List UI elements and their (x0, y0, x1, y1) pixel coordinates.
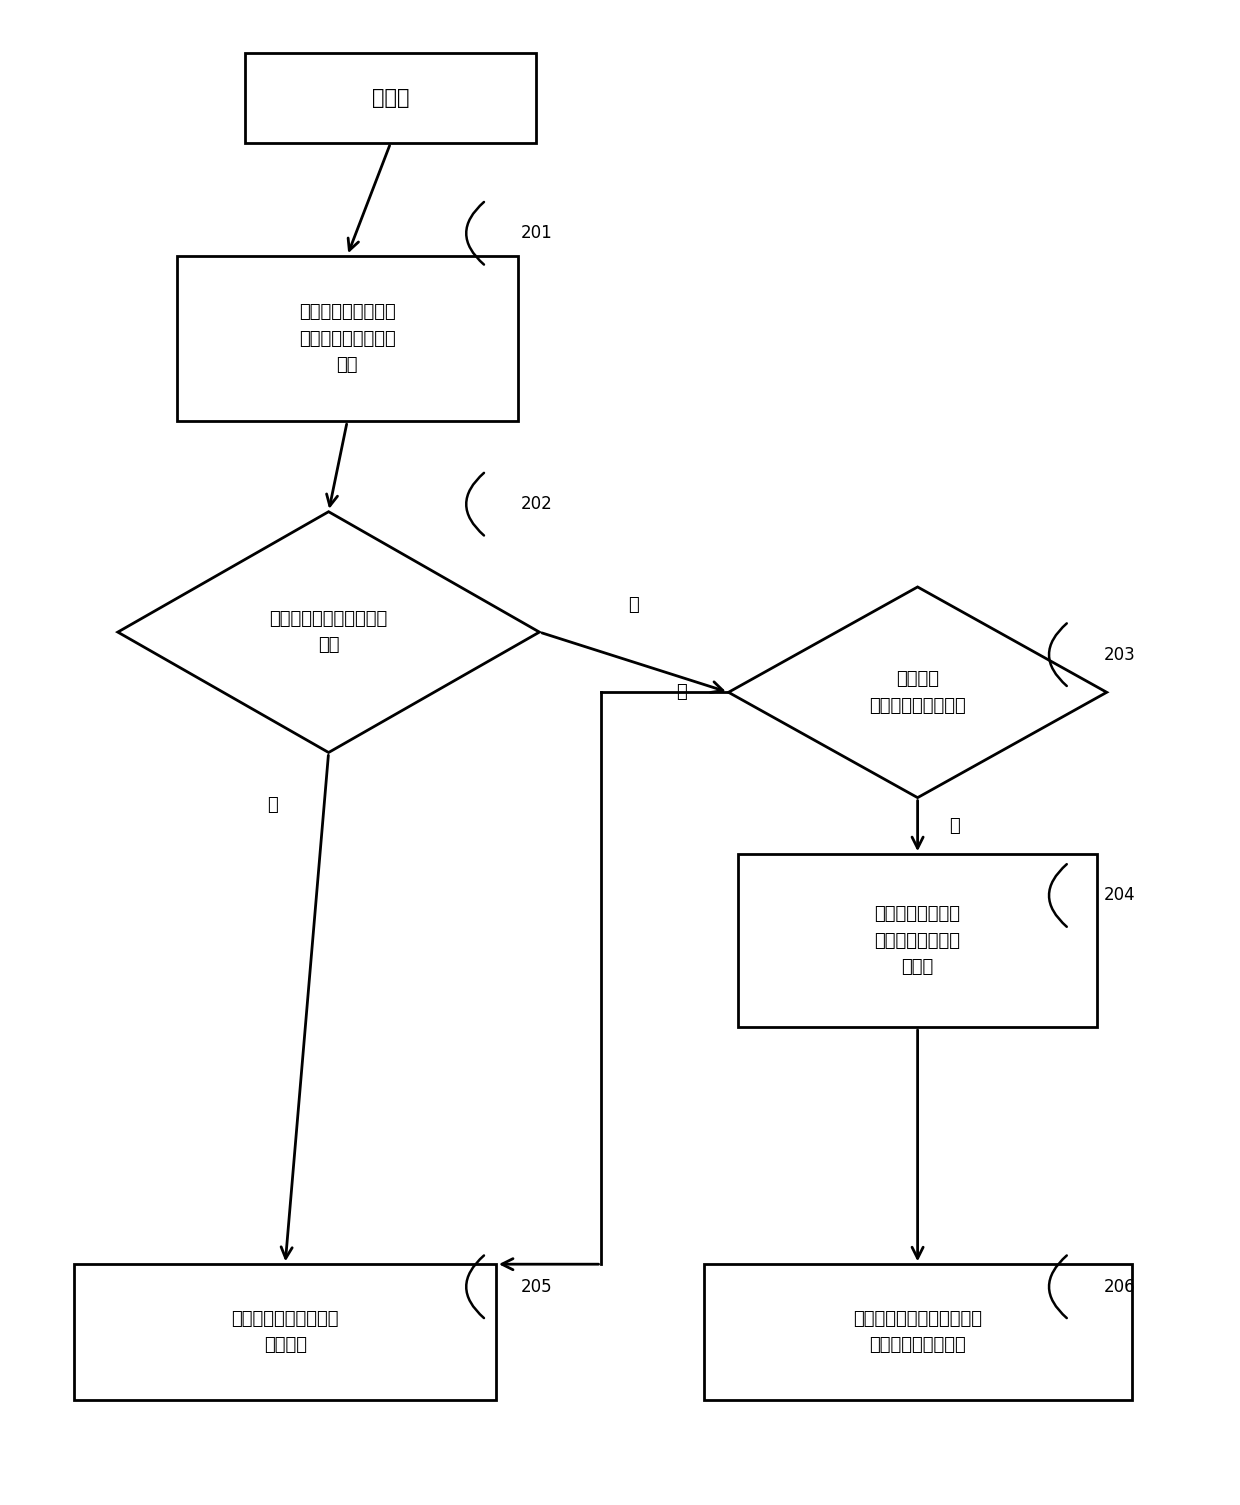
Bar (246, 53, 536, 143)
Text: 第二定位
数据是否为有效数据: 第二定位 数据是否为有效数据 (869, 670, 966, 715)
Text: 初始化: 初始化 (372, 87, 409, 108)
Text: 否: 否 (676, 683, 687, 701)
Text: 206: 206 (1104, 1278, 1136, 1296)
Text: 根据第一定位数据和第二定
位数据确定定位信息: 根据第一定位数据和第二定 位数据确定定位信息 (853, 1309, 982, 1354)
Bar (738, 853, 1097, 1026)
Text: 根据第二定位数据
对第一定位数据进
行校正: 根据第二定位数据 对第一定位数据进 行校正 (874, 905, 961, 977)
Text: 是: 是 (629, 596, 640, 614)
Text: 否: 否 (268, 796, 278, 814)
Text: 205: 205 (521, 1278, 553, 1296)
Text: 是: 是 (950, 817, 960, 835)
Bar (177, 256, 518, 421)
Text: 确定惯性传感器采集
的定位点的第一定位
数据: 确定惯性传感器采集 的定位点的第一定位 数据 (299, 303, 396, 375)
Text: 204: 204 (1104, 886, 1136, 905)
Bar (74, 1264, 496, 1400)
Text: 202: 202 (521, 495, 553, 513)
Polygon shape (729, 587, 1107, 798)
Text: 201: 201 (521, 224, 553, 242)
Text: 根据第一定位数据确定
定位信息: 根据第一定位数据确定 定位信息 (232, 1309, 339, 1354)
Polygon shape (118, 512, 539, 752)
Bar (704, 1264, 1131, 1400)
Text: 203: 203 (1104, 646, 1136, 664)
Text: 判断是否采集到第二定位
数据: 判断是否采集到第二定位 数据 (269, 610, 388, 655)
